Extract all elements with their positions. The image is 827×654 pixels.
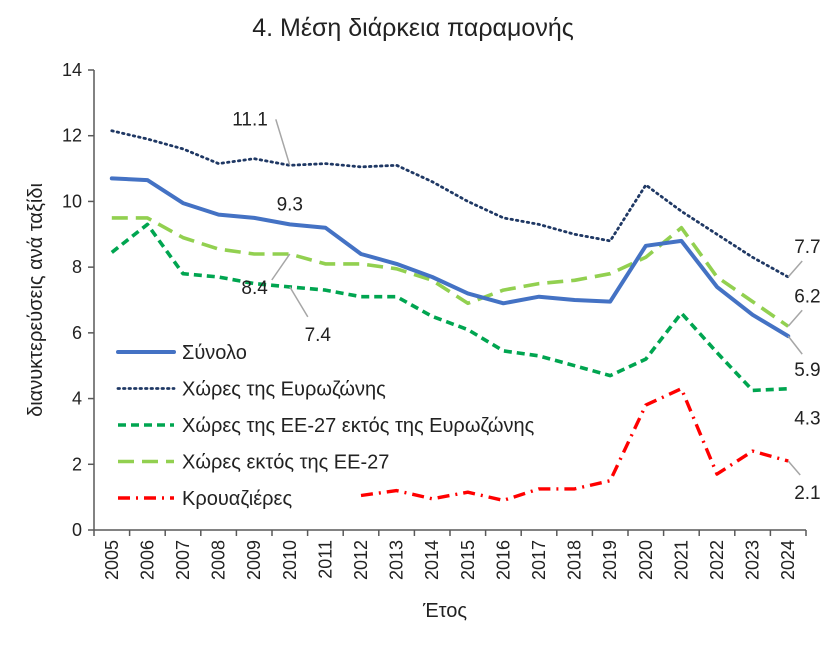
x-tick-label: 2021 bbox=[671, 540, 691, 580]
x-tick-label: 2012 bbox=[351, 540, 371, 580]
x-tick-label: 2014 bbox=[422, 540, 442, 580]
y-tick-label: 2 bbox=[72, 454, 82, 474]
data-label: 6.2 bbox=[794, 286, 820, 307]
data-label: 11.1 bbox=[232, 109, 268, 130]
data-label: 8.4 bbox=[241, 278, 268, 299]
legend-label-3: Χώρες εκτός της ΕΕ-27 bbox=[182, 452, 389, 474]
chart-title: 4. Μέση διάρκεια παραμονής bbox=[252, 14, 574, 42]
series-line-4 bbox=[360, 387, 789, 503]
y-ticks: 0 2 4 6 8 10 12 14 bbox=[62, 60, 94, 540]
x-tick-label: 2007 bbox=[173, 540, 193, 580]
series-line-2 bbox=[110, 222, 789, 393]
leader-line bbox=[275, 119, 291, 166]
data-label: 4.3 bbox=[794, 409, 820, 430]
x-tick-label: 2018 bbox=[565, 540, 585, 580]
legend-label-1: Χώρες της Ευρωζώνης bbox=[182, 379, 386, 401]
leader-line bbox=[289, 286, 309, 318]
data-label: 5.9 bbox=[794, 360, 820, 381]
x-tick-label: 2024 bbox=[778, 540, 798, 580]
y-tick-label: 6 bbox=[72, 323, 82, 343]
data-labels: 11.1 9.3 8.4 7.4 7.7 6.2 5.9 4.3 2.1 bbox=[232, 109, 820, 504]
x-tick-label: 2023 bbox=[743, 540, 763, 580]
x-tick-label: 2019 bbox=[600, 540, 620, 580]
series-lines bbox=[109, 129, 791, 503]
x-tick-label: 2010 bbox=[280, 540, 300, 580]
x-tick-label: 2020 bbox=[636, 540, 656, 580]
x-tick-label: 2011 bbox=[315, 540, 335, 579]
leader-line bbox=[787, 335, 803, 355]
y-tick-label: 0 bbox=[72, 520, 82, 540]
x-tick-label: 2022 bbox=[707, 540, 727, 580]
x-tick-label: 2017 bbox=[529, 540, 549, 580]
x-tick-label: 2008 bbox=[209, 540, 229, 580]
legend-label-2: Χώρες της ΕΕ-27 εκτός της Ευρωζώνης bbox=[182, 415, 535, 437]
data-label: 7.4 bbox=[305, 325, 332, 346]
x-tick-label: 2016 bbox=[493, 540, 513, 580]
x-tick-label: 2015 bbox=[458, 540, 478, 580]
data-label: 2.1 bbox=[794, 483, 820, 504]
x-axis-label: Έτος bbox=[422, 600, 467, 622]
x-tick-label: 2006 bbox=[137, 540, 157, 580]
y-tick-label: 12 bbox=[62, 126, 82, 146]
leader-line bbox=[787, 260, 803, 278]
x-tick-label: 2013 bbox=[387, 540, 407, 580]
data-label: 9.3 bbox=[277, 194, 303, 215]
y-axis-label: διανυκτερεύσεις ανά ταξίδι bbox=[25, 183, 47, 417]
series-line-0 bbox=[109, 176, 791, 339]
y-tick-label: 10 bbox=[62, 191, 82, 211]
x-tick-label: 2009 bbox=[244, 540, 264, 580]
leader-lines bbox=[271, 119, 803, 476]
legend-label-0: Σύνολο bbox=[182, 342, 247, 364]
data-label: 7.7 bbox=[794, 237, 820, 258]
series-line-3 bbox=[111, 216, 790, 328]
y-tick-label: 4 bbox=[72, 389, 82, 409]
legend: Σύνολο Χώρες της Ευρωζώνης Χώρες της ΕΕ-27… bbox=[116, 342, 535, 510]
leader-line bbox=[787, 309, 803, 327]
leader-line bbox=[271, 253, 291, 281]
legend-label-4: Κρουαζιέρες bbox=[182, 488, 292, 510]
y-tick-label: 14 bbox=[62, 60, 82, 80]
series-line-1 bbox=[110, 129, 790, 279]
x-tick-label: 2005 bbox=[102, 540, 122, 580]
x-ticks: 2005 2006 2007 2008 2009 2010 2011 2012 2013 2014… bbox=[93, 530, 807, 580]
leader-line bbox=[787, 460, 801, 476]
y-tick-label: 8 bbox=[72, 257, 82, 277]
